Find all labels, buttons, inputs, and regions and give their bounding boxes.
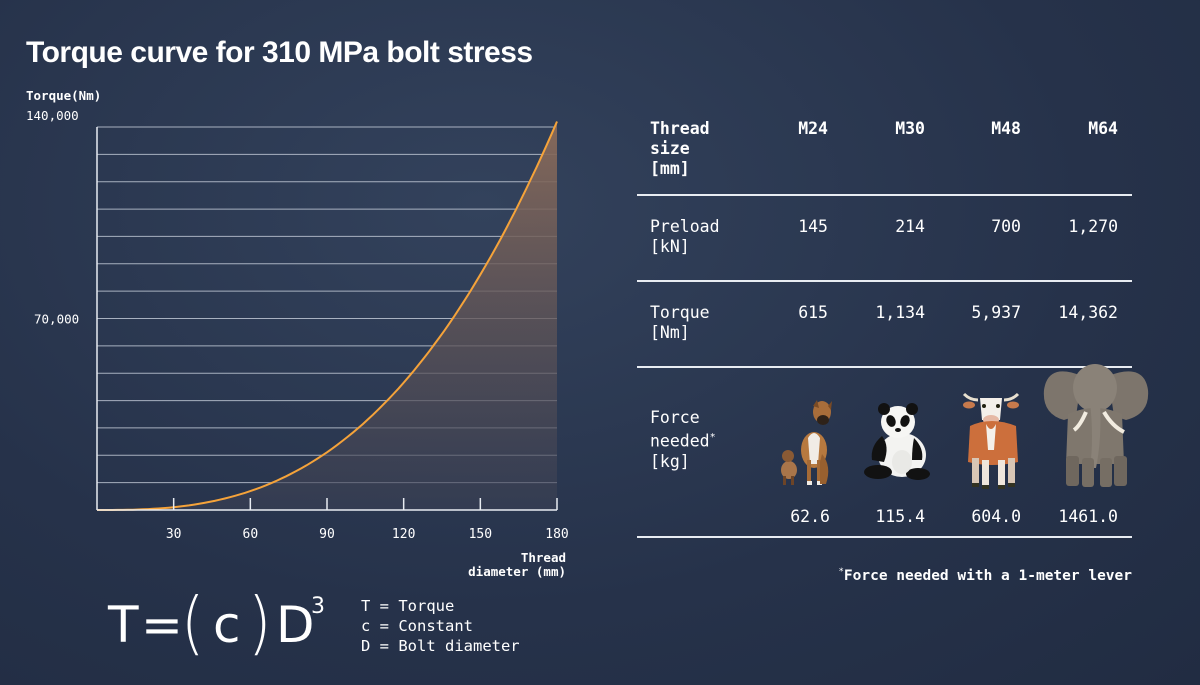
torque-m30: 1,134 xyxy=(875,303,925,322)
x-tick-label: 30 xyxy=(166,527,182,542)
formula-legend: T = Torque c = Constant D = Bolt diamete… xyxy=(361,596,520,656)
torque-m48: 5,937 xyxy=(971,303,1021,322)
torque-area xyxy=(97,121,557,510)
x-tick-label: 60 xyxy=(243,527,259,542)
thread-size-header: Thread size [mm] xyxy=(650,119,710,178)
legend-torque: T = Torque xyxy=(361,597,455,615)
x-tick-label: 180 xyxy=(545,527,568,542)
preload-label: Preload [kN] xyxy=(650,217,720,256)
y-tick-label: 70,000 xyxy=(34,312,79,327)
formula-exponent: 3 xyxy=(311,594,325,619)
divider xyxy=(637,280,1132,282)
force-m30: 115.4 xyxy=(875,507,925,526)
formula-T: T xyxy=(108,596,139,654)
formula-rparen: ) xyxy=(248,582,272,664)
formula-equals: = xyxy=(141,596,183,654)
divider xyxy=(637,194,1132,196)
col-header-m30: M30 xyxy=(895,119,925,138)
cow-icon xyxy=(962,392,1020,489)
force-m24: 62.6 xyxy=(790,507,830,526)
footnote: *Force needed with a 1-meter lever xyxy=(800,567,1132,584)
force-label: Force needed* [kg] xyxy=(650,408,716,471)
legend-constant: c = Constant xyxy=(361,617,473,635)
force-m64: 1461.0 xyxy=(1058,507,1118,526)
panda-icon xyxy=(864,403,930,480)
footnote-text: Force needed with a 1-meter lever xyxy=(843,567,1132,584)
legend-diameter: D = Bolt diameter xyxy=(361,637,520,655)
torque-chart: 30 60 90 120 150 180 140,000 70,000 Torque(Nm)… xyxy=(26,88,569,579)
elephant-icon xyxy=(1043,364,1149,487)
x-axis-label-line2: diameter (mm) xyxy=(468,564,566,579)
formula-lparen: ( xyxy=(181,582,205,664)
x-axis-label-line1: Thread xyxy=(521,550,566,565)
y-axis-label: Torque(Nm) xyxy=(26,88,101,103)
chart-title: Torque curve for 310 MPa bolt stress xyxy=(26,36,533,69)
x-tick-label: 120 xyxy=(392,527,415,542)
torque-label: Torque [Nm] xyxy=(650,303,710,342)
preload-m48: 700 xyxy=(991,217,1021,236)
formula-D: D xyxy=(276,596,315,654)
col-header-m64: M64 xyxy=(1088,119,1118,138)
footnote-mark: * xyxy=(838,567,844,577)
col-header-m24: M24 xyxy=(798,119,828,138)
dog-icon xyxy=(781,400,832,485)
preload-m30: 214 xyxy=(895,217,925,236)
y-tick-label: 140,000 xyxy=(26,108,79,123)
x-tick-label: 150 xyxy=(469,527,492,542)
formula-c: c xyxy=(213,596,241,654)
divider xyxy=(637,366,1132,368)
x-tick-label: 90 xyxy=(319,527,335,542)
torque-m64: 14,362 xyxy=(1058,303,1118,322)
force-m48: 604.0 xyxy=(971,507,1021,526)
preload-m24: 145 xyxy=(798,217,828,236)
col-header-m48: M48 xyxy=(991,119,1021,138)
preload-m64: 1,270 xyxy=(1068,217,1118,236)
torque-m24: 615 xyxy=(798,303,828,322)
divider xyxy=(637,536,1132,538)
